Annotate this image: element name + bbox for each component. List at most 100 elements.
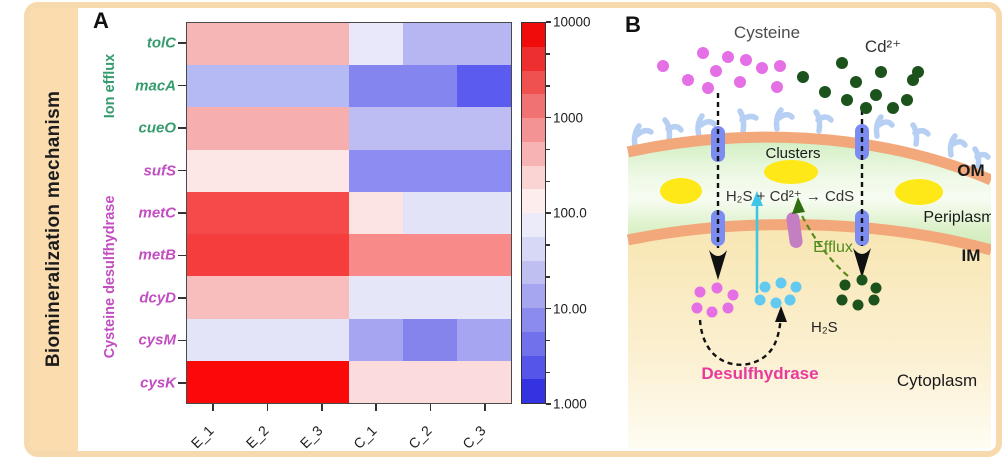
colorbar-minor-tick bbox=[546, 180, 550, 183]
colorbar-tick bbox=[546, 116, 551, 119]
desulfhydrase-arrowhead bbox=[775, 306, 787, 322]
colorbar-minor-tick bbox=[546, 339, 550, 342]
heatmap-cell bbox=[241, 360, 295, 403]
molecule-dot bbox=[722, 302, 734, 314]
heatmap-cell bbox=[457, 65, 511, 108]
panel-b-label: B bbox=[625, 12, 641, 37]
heatmap-cell bbox=[187, 318, 241, 361]
heatmap-cell bbox=[295, 234, 349, 277]
h2s-export-arrowhead bbox=[751, 191, 763, 206]
heatmap-cell bbox=[403, 276, 457, 319]
molecule-dot bbox=[819, 86, 831, 98]
molecule-dot bbox=[710, 65, 722, 77]
heatmap-cell bbox=[241, 65, 295, 108]
sidebar-title: Biomineralization mechanism bbox=[43, 90, 64, 368]
desulfhydrase-arrow bbox=[698, 315, 783, 366]
row-tick bbox=[178, 297, 186, 299]
gene-label-metB: metB bbox=[138, 246, 176, 264]
molecule-dot bbox=[839, 279, 851, 291]
molecule-dot bbox=[870, 89, 882, 101]
group-label-cysteine-desulfhydrase: Cysteine desulfhydrase bbox=[102, 195, 118, 359]
molecule-dot bbox=[901, 94, 913, 106]
colorbar-block bbox=[522, 260, 545, 285]
panel-a-label: A bbox=[93, 8, 109, 33]
cluster-protein bbox=[764, 160, 818, 184]
colorbar-block bbox=[522, 331, 545, 356]
efflux-label: Efflux bbox=[813, 239, 853, 256]
molecule-dot bbox=[860, 102, 872, 114]
heatmap-cell bbox=[403, 65, 457, 108]
heatmap-cell bbox=[295, 65, 349, 108]
heatmap-cell bbox=[187, 234, 241, 277]
heatmap-cell bbox=[457, 107, 511, 150]
heatmap-cell bbox=[295, 107, 349, 150]
molecule-dot bbox=[691, 302, 703, 314]
colorbar-block bbox=[522, 236, 545, 261]
colorbar-minor-tick bbox=[546, 85, 550, 87]
molecule-dot bbox=[771, 81, 783, 93]
molecule-dot bbox=[875, 66, 887, 78]
colorbar-block bbox=[522, 355, 545, 380]
molecule-dot bbox=[734, 76, 746, 88]
colorbar-minor-tick bbox=[546, 148, 550, 151]
colorbar-block bbox=[522, 23, 545, 47]
heatmap-cell bbox=[403, 191, 457, 235]
heatmap-cell bbox=[295, 276, 349, 319]
molecule-dot bbox=[770, 297, 782, 309]
colorbar-block bbox=[522, 189, 545, 213]
heatmap-cell bbox=[349, 276, 403, 319]
molecule-dot bbox=[702, 82, 714, 94]
heatmap-cell bbox=[295, 360, 349, 403]
reaction-label: H₂S + Cd²⁺ → CdS bbox=[726, 188, 854, 205]
heatmap-cell bbox=[457, 191, 511, 235]
row-tick bbox=[178, 381, 186, 384]
h2s-label: H₂S bbox=[811, 319, 838, 336]
row-tick bbox=[178, 339, 186, 342]
molecule-dot bbox=[870, 282, 882, 294]
heatmap-cell bbox=[187, 149, 241, 192]
molecule-dot bbox=[694, 286, 706, 298]
colorbar-minor-tick bbox=[546, 53, 550, 55]
heatmap-cell bbox=[403, 23, 457, 66]
molecule-dot bbox=[868, 294, 880, 306]
heatmap-cell bbox=[295, 191, 349, 235]
cysteine-molecules-extracellular bbox=[657, 47, 786, 94]
row-tick bbox=[178, 169, 186, 172]
molecule-dot bbox=[697, 47, 709, 59]
molecule-dot bbox=[850, 76, 862, 88]
gene-label-dcyD: dcyD bbox=[139, 289, 176, 307]
colorbar-tick bbox=[546, 403, 551, 405]
cysteine-uptake-arrowhead bbox=[709, 250, 727, 280]
heatmap-cell bbox=[457, 360, 511, 403]
molecule-dot bbox=[682, 74, 694, 86]
heatmap-cell bbox=[187, 191, 241, 235]
heatmap-cell bbox=[349, 191, 403, 235]
row-tick bbox=[178, 254, 186, 257]
molecule-dot bbox=[774, 60, 786, 72]
heatmap-cell bbox=[457, 276, 511, 319]
colorbar-tick bbox=[546, 21, 551, 23]
efflux-arrow bbox=[798, 209, 849, 277]
heatmap-cell bbox=[295, 23, 349, 66]
heatmap-cell bbox=[403, 107, 457, 150]
group-label-ion-efflux: Ion efflux bbox=[102, 53, 118, 119]
colorbar-block bbox=[522, 213, 545, 237]
colorbar-block bbox=[522, 118, 545, 142]
colorbar-block bbox=[522, 46, 545, 71]
h2s-molecules-cytoplasm bbox=[754, 277, 802, 309]
colorbar-tick-label: 10.00 bbox=[553, 301, 587, 316]
colorbar-block bbox=[522, 94, 545, 118]
colorbar-tick-label: 1000 bbox=[553, 110, 584, 125]
molecule-dot bbox=[740, 54, 752, 66]
cysteine-molecules-cytoplasm bbox=[691, 282, 739, 318]
cd-label: Cd²⁺ bbox=[865, 37, 901, 56]
cd-ions-cytoplasm bbox=[836, 274, 882, 311]
heatmap-cell bbox=[187, 65, 241, 108]
heatmap-cell bbox=[187, 107, 241, 150]
colorbar-minor-tick bbox=[546, 276, 550, 278]
molecule-dot bbox=[836, 57, 848, 69]
colorbar-block bbox=[522, 284, 545, 308]
molecule-dot bbox=[797, 71, 809, 83]
colorbar-block bbox=[522, 308, 545, 332]
heatmap-cell bbox=[241, 276, 295, 319]
